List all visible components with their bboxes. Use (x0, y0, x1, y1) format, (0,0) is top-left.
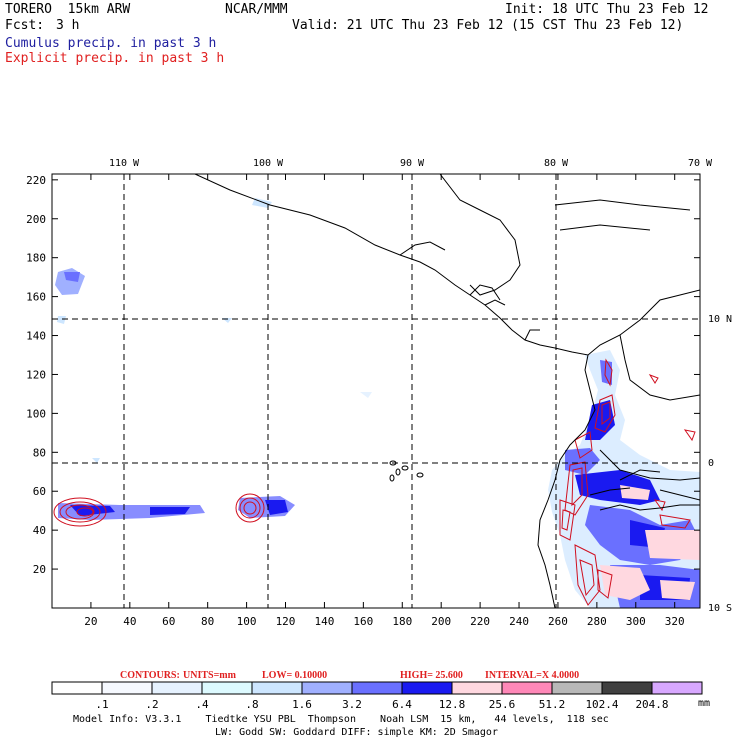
lon-label: 80 W (544, 158, 569, 169)
y-tick-label: 40 (33, 524, 46, 537)
x-tick-label: 80 (201, 615, 214, 628)
color-bar-swatch (251, 681, 303, 695)
x-tick-label: 60 (162, 615, 175, 628)
color-bar-swatch (151, 681, 203, 695)
init-time: Init: 18 UTC Thu 23 Feb 12 (505, 2, 709, 17)
color-bar-level: .8 (245, 698, 258, 711)
galapagos-islands (389, 460, 424, 482)
y-tick-label: 20 (33, 563, 46, 576)
model-title: TORERO 15km ARW (5, 2, 131, 17)
x-tick-label: 40 (123, 615, 136, 628)
x-tick-label: 240 (509, 615, 529, 628)
color-bar-units: mm (698, 698, 710, 709)
x-tick-marks (90, 174, 676, 608)
color-bar-swatch (201, 681, 253, 695)
lat-lon-gridlines (52, 174, 700, 608)
y-tick-label: 60 (33, 485, 46, 498)
lat-label: 10 S (708, 603, 732, 614)
physics-info: LW: Godd SW: Goddard DIFF: simple KM: 2D… (215, 727, 498, 738)
explicit-precip-contours (53, 358, 696, 606)
x-tick-label: 20 (84, 615, 97, 628)
color-bar-level: 102.4 (585, 698, 618, 711)
color-bar-swatch (351, 681, 403, 695)
x-tick-label: 100 (237, 615, 257, 628)
color-bar-swatch (101, 681, 153, 695)
lon-label: 110 W (109, 158, 140, 169)
color-bar-level: 204.8 (635, 698, 668, 711)
lat-label: 0 (708, 458, 714, 469)
lon-label: 70 W (688, 158, 713, 169)
color-bar-level: 51.2 (539, 698, 566, 711)
legend-cumulus: Cumulus precip. in past 3 h (5, 36, 217, 51)
color-bar-level: 25.6 (489, 698, 516, 711)
lon-labels: 110 W 100 W 90 W 80 W 70 W (109, 158, 713, 169)
color-bar-level: .2 (145, 698, 158, 711)
y-tick-marks (52, 179, 700, 570)
fcst-label: Fcst: (5, 18, 45, 33)
contour-interval: INTERVAL=X 4.0000 (485, 670, 579, 681)
color-bar-level: 12.8 (439, 698, 466, 711)
x-tick-labels: 20 40 60 80 100 120 140 160 180 200 220 240 260 280 30… (84, 615, 684, 628)
color-bar-labels: .1 .2 .4 .8 1.6 3.2 6.4 12.8 25.6 51.2 102.4 204.8 (95, 698, 668, 711)
color-bar-boxes (51, 681, 703, 695)
lon-label: 100 W (253, 158, 284, 169)
y-tick-label: 180 (26, 252, 46, 265)
fcst-value: 3 h (56, 18, 80, 33)
color-bar-swatch (651, 681, 703, 695)
color-bar-swatch (301, 681, 353, 695)
x-tick-label: 180 (392, 615, 412, 628)
coastlines (194, 174, 700, 608)
x-tick-label: 260 (548, 615, 568, 628)
color-bar-level: 6.4 (392, 698, 412, 711)
color-bar-level: .4 (195, 698, 209, 711)
map-content (52, 174, 700, 608)
y-tick-labels: 20 40 60 80 100 120 140 160 180 200 220 (26, 174, 46, 576)
color-bar-swatch (401, 681, 453, 695)
lat-label: 10 N (708, 314, 732, 325)
cumulus-precip (55, 198, 700, 608)
x-tick-label: 160 (353, 615, 373, 628)
color-bar-swatch (501, 681, 553, 695)
model-info: Model Info: V3.3.1 Tiedtke YSU PBL Thomp… (73, 714, 609, 725)
color-bar-level: .1 (95, 698, 108, 711)
x-tick-label: 200 (431, 615, 451, 628)
org-label: NCAR/MMM (225, 2, 288, 17)
contour-label: CONTOURS: (120, 670, 180, 681)
color-bar-level: 1.6 (292, 698, 312, 711)
legend-explicit: Explicit precip. in past 3 h (5, 51, 225, 66)
color-bar-level: 3.2 (342, 698, 362, 711)
contour-low: LOW= 0.10000 (262, 670, 327, 681)
x-tick-label: 120 (276, 615, 296, 628)
x-tick-label: 220 (470, 615, 490, 628)
contour-high: HIGH= 25.600 (400, 670, 463, 681)
y-tick-label: 140 (26, 330, 46, 343)
x-tick-label: 320 (665, 615, 685, 628)
y-tick-label: 100 (26, 407, 46, 420)
lat-labels: 10 N 0 10 S (708, 314, 732, 614)
y-tick-label: 160 (26, 291, 46, 304)
color-bar-swatch (551, 681, 603, 695)
plot-frame (51, 173, 701, 609)
color-bar-swatch (451, 681, 503, 695)
y-tick-label: 80 (33, 446, 46, 459)
x-tick-label: 300 (626, 615, 646, 628)
color-bar-swatch (51, 681, 103, 695)
valid-time: Valid: 21 UTC Thu 23 Feb 12 (15 CST Thu … (292, 18, 684, 33)
x-tick-label: 280 (587, 615, 607, 628)
lon-label: 90 W (400, 158, 425, 169)
y-tick-label: 120 (26, 368, 46, 381)
color-bar-swatch (601, 681, 653, 695)
y-tick-label: 200 (26, 213, 46, 226)
x-tick-label: 140 (314, 615, 334, 628)
contour-units: UNITS=mm (183, 670, 237, 681)
y-tick-label: 220 (26, 174, 46, 187)
